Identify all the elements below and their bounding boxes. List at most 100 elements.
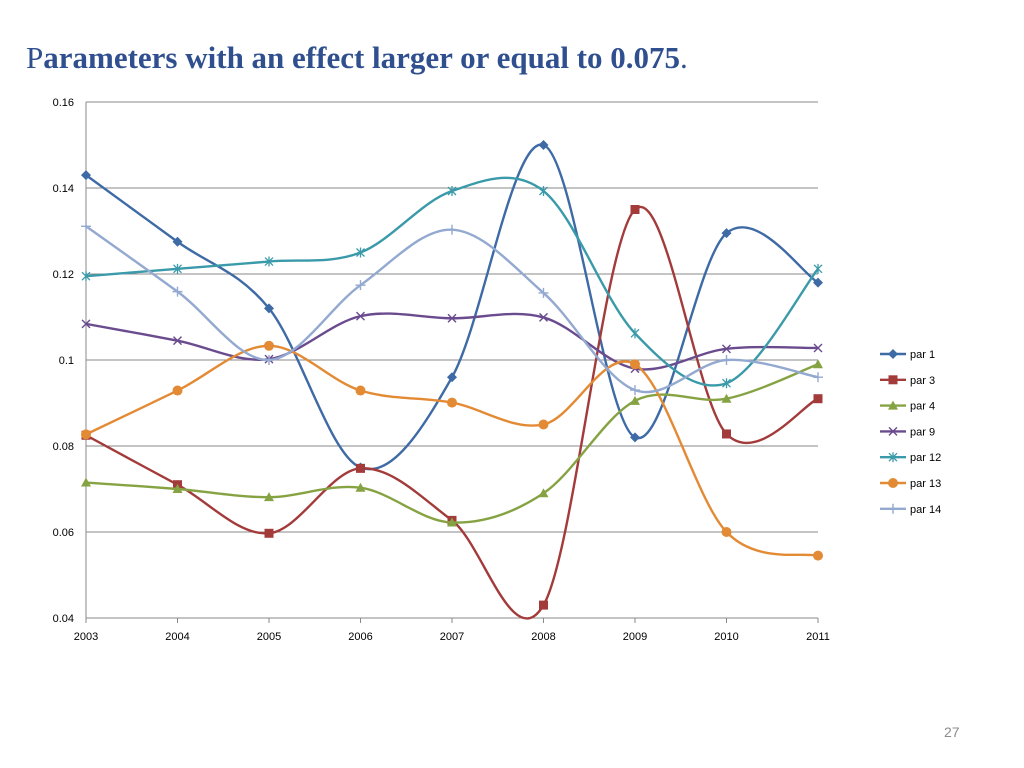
- legend-item-par-9: par 9: [880, 426, 935, 438]
- y-tick-label: 0.04: [53, 613, 74, 625]
- data-point-par-4: [721, 393, 732, 403]
- data-point-par-14: [721, 355, 732, 365]
- data-point-par-14: [813, 372, 823, 383]
- x-tick-label: 2003: [74, 631, 98, 643]
- y-tick-label: 0.12: [53, 269, 74, 281]
- data-point-par-9: [722, 344, 731, 354]
- series-par-13: [81, 340, 823, 561]
- series-par-9: [81, 311, 823, 374]
- data-point-par-3: [356, 463, 365, 473]
- data-point-par-9: [356, 311, 365, 321]
- data-point-par-12: [447, 186, 457, 197]
- page-number: 27: [944, 724, 960, 740]
- data-point-par-4: [172, 484, 183, 493]
- data-point-par-12: [173, 263, 182, 274]
- series-par-12: [81, 176, 823, 389]
- data-point-par-13: [81, 429, 91, 440]
- series-line-par-9: [85, 312, 819, 371]
- legend-marker-par-9: [888, 426, 898, 436]
- data-point-par-9: [81, 319, 91, 329]
- data-point-par-13: [721, 527, 732, 537]
- series-par-4: [81, 359, 823, 527]
- series-line-par-4: [85, 363, 819, 524]
- x-tick-label: 2005: [257, 631, 281, 643]
- data-point-par-4: [447, 517, 457, 527]
- data-point-par-12: [722, 378, 731, 389]
- data-point-par-13: [813, 550, 823, 561]
- data-point-par-1: [538, 140, 549, 150]
- slide-title-text: arameters with an effect larger or equal…: [43, 40, 681, 75]
- data-point-par-14: [447, 224, 457, 235]
- series-line-par-14: [85, 225, 819, 394]
- legend-marker-par-14: [888, 503, 898, 514]
- slide-title-end: .: [680, 40, 688, 75]
- data-point-par-4: [630, 395, 640, 405]
- legend-item-par-14: par 14: [880, 504, 941, 516]
- legend-marker-par-13: [888, 478, 898, 488]
- legend-label-par-3: par 3: [910, 375, 935, 387]
- data-point-par-4: [538, 488, 549, 498]
- legend-item-par-4: par 4: [880, 400, 935, 413]
- data-point-par-14: [630, 385, 640, 396]
- slide-title: Parameters with an effect larger or equa…: [26, 40, 688, 76]
- x-tick-label: 2006: [348, 631, 372, 643]
- data-point-par-1: [447, 372, 457, 383]
- data-point-par-12: [539, 186, 548, 197]
- data-point-par-12: [630, 328, 640, 339]
- data-point-par-3: [264, 528, 274, 538]
- data-point-par-9: [173, 336, 182, 346]
- data-point-par-13: [630, 359, 640, 370]
- x-tick-label: 2010: [714, 631, 738, 643]
- series-line-par-1: [85, 143, 819, 471]
- legend-label-par-14: par 14: [910, 504, 941, 516]
- data-point-par-1: [630, 432, 640, 443]
- data-point-par-4: [355, 482, 366, 492]
- data-point-par-14: [355, 280, 366, 291]
- data-point-par-1: [721, 228, 732, 239]
- data-point-par-12: [813, 263, 823, 274]
- legend-marker-par-3: [888, 375, 898, 385]
- y-tick-label: 0.14: [53, 183, 74, 195]
- data-point-par-4: [81, 477, 91, 487]
- x-tick-label: 2011: [806, 631, 830, 643]
- series-line-par-13: [85, 344, 819, 557]
- data-point-par-12: [81, 271, 91, 282]
- data-point-par-3: [539, 600, 548, 610]
- data-point-par-9: [539, 312, 548, 322]
- x-tick-label: 2004: [165, 631, 189, 643]
- data-point-par-14: [538, 287, 549, 298]
- data-point-par-14: [172, 286, 183, 297]
- data-point-par-1: [813, 277, 823, 288]
- legend-item-par-3: par 3: [880, 375, 935, 387]
- legend-marker-par-12: [888, 452, 898, 463]
- slide-title-initial: P: [26, 40, 44, 75]
- series-par-14: [81, 221, 823, 396]
- legend-item-par-12: par 12: [880, 452, 941, 464]
- data-point-par-13: [264, 340, 274, 351]
- data-point-par-1: [81, 170, 91, 181]
- legend-item-par-13: par 13: [880, 478, 941, 490]
- legend-label-par-9: par 9: [910, 426, 935, 438]
- legend-label-par-13: par 13: [910, 478, 941, 490]
- data-point-par-3: [630, 205, 640, 214]
- data-point-par-3: [722, 429, 731, 439]
- data-point-par-4: [264, 492, 274, 502]
- y-tick-label: 0.1: [59, 355, 74, 367]
- data-point-par-4: [813, 359, 823, 369]
- series-line-par-3: [85, 205, 819, 620]
- data-point-par-13: [447, 397, 457, 408]
- data-point-par-3: [813, 394, 823, 404]
- data-point-par-1: [264, 303, 274, 314]
- data-point-par-14: [264, 355, 274, 365]
- legend-label-par-1: par 1: [910, 349, 935, 361]
- x-tick-label: 2007: [440, 631, 464, 643]
- y-tick-label: 0.16: [53, 97, 74, 109]
- data-point-par-13: [538, 419, 549, 430]
- legend-marker-par-4: [888, 400, 898, 410]
- legend-item-par-1: par 1: [880, 349, 935, 361]
- legend-label-par-12: par 12: [910, 452, 941, 464]
- data-point-par-12: [264, 256, 274, 267]
- series-line-par-12: [85, 176, 819, 387]
- data-point-par-13: [355, 385, 366, 396]
